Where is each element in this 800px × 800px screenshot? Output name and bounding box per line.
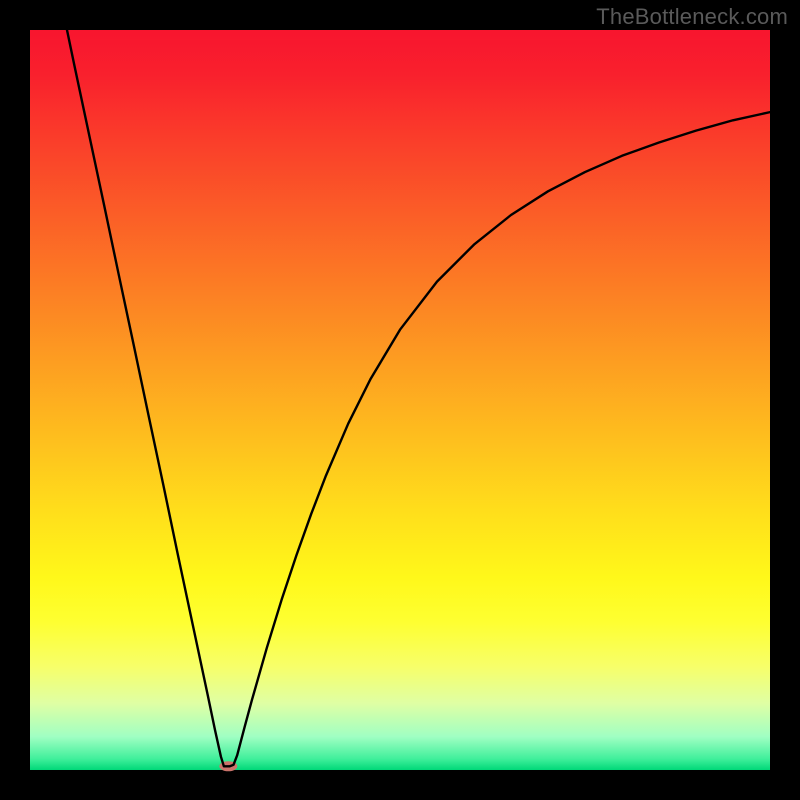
plot-background bbox=[30, 30, 770, 770]
watermark-text: TheBottleneck.com bbox=[596, 4, 788, 30]
bottleneck-chart bbox=[0, 0, 800, 800]
chart-container: TheBottleneck.com bbox=[0, 0, 800, 800]
